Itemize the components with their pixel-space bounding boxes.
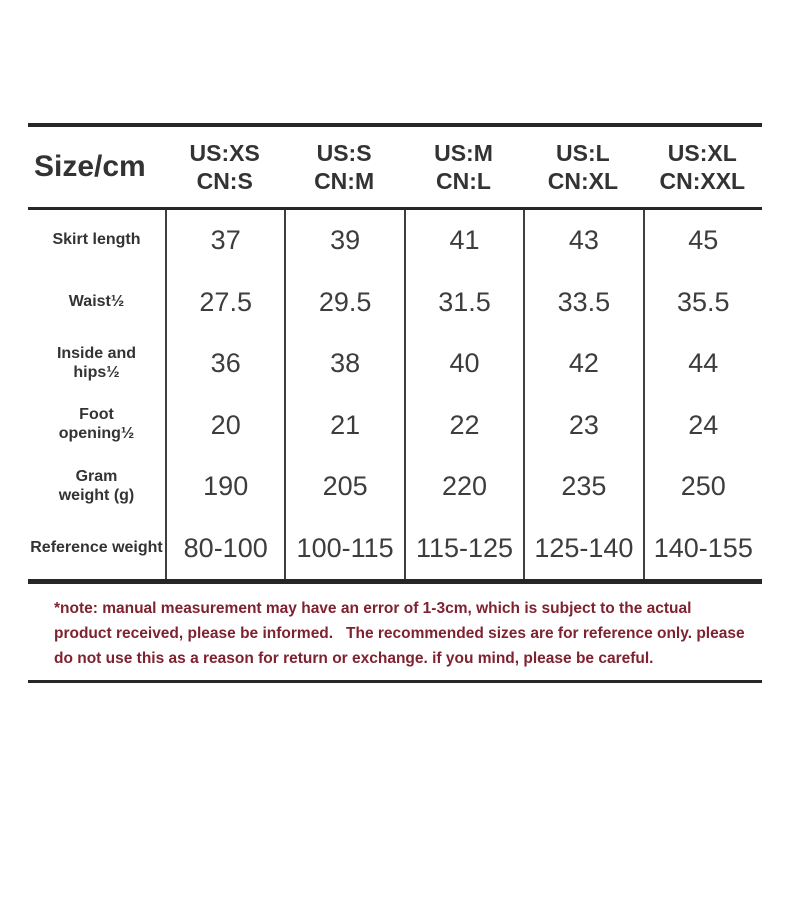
- column-header-cn-size: CN:XXL: [659, 168, 746, 194]
- cell-reference-weight-s: 100-115: [284, 517, 403, 579]
- row-label-gram-weight: Gram weight (g): [58, 467, 135, 504]
- cell-waist-xs: 27.5: [165, 271, 284, 333]
- column-header-xs: US:XS CN:S: [165, 139, 284, 195]
- cell-foot-opening-l: 23: [523, 394, 642, 456]
- cell-foot-opening-s: 21: [284, 394, 403, 456]
- column-header-cn-size: CN:S: [196, 168, 253, 194]
- cell-gram-weight-xs: 190: [165, 456, 284, 518]
- column-header-us-size: US:M: [434, 139, 493, 166]
- column-header-s: US:S CN:M: [284, 139, 403, 195]
- cell-gram-weight-xl: 250: [642, 456, 762, 518]
- row-label-reference-weight: Reference weight: [30, 538, 163, 556]
- column-header-cn-size: CN:M: [314, 168, 375, 194]
- cell-skirt-length-xl: 45: [642, 210, 762, 272]
- table-corner-label: Size/cm: [34, 150, 146, 183]
- cell-skirt-length-m: 41: [403, 210, 523, 272]
- cell-hips-m: 40: [403, 333, 523, 395]
- cell-waist-l: 33.5: [523, 271, 642, 333]
- column-header-m: US:M CN:L: [404, 139, 523, 195]
- cell-hips-s: 38: [284, 333, 403, 395]
- cell-reference-weight-xs: 80-100: [165, 517, 284, 579]
- cell-reference-weight-xl: 140-155: [642, 517, 762, 579]
- note-block: *note: manual measurement may have an er…: [28, 584, 762, 683]
- size-table-header-row: Size/cm US:XS CN:S US:S CN:M US:M CN:L U…: [28, 127, 762, 210]
- column-header-us-size: US:L: [556, 139, 610, 166]
- cell-reference-weight-m: 115-125: [403, 517, 523, 579]
- column-header-l: US:L CN:XL: [523, 139, 642, 195]
- measurement-disclaimer-note: *note: manual measurement may have an er…: [54, 600, 745, 667]
- cell-skirt-length-s: 39: [284, 210, 403, 272]
- cell-gram-weight-l: 235: [523, 456, 642, 518]
- size-chart-sheet: Size/cm US:XS CN:S US:S CN:M US:M CN:L U…: [0, 123, 790, 913]
- row-label-inside-and-hips: Inside and hips½: [56, 344, 137, 381]
- cell-waist-xl: 35.5: [642, 271, 762, 333]
- column-header-us-size: US:S: [316, 139, 372, 166]
- cell-waist-m: 31.5: [403, 271, 523, 333]
- row-label-foot-opening: Foot opening½: [58, 406, 135, 443]
- cell-hips-xl: 44: [642, 333, 762, 395]
- cell-skirt-length-xs: 37: [165, 210, 284, 272]
- size-table: Size/cm US:XS CN:S US:S CN:M US:M CN:L U…: [28, 123, 762, 584]
- column-header-us-size: US:XL: [667, 139, 737, 166]
- column-header-cn-size: CN:L: [436, 168, 491, 194]
- cell-foot-opening-xl: 24: [642, 394, 762, 456]
- cell-reference-weight-l: 125-140: [523, 517, 642, 579]
- cell-skirt-length-l: 43: [523, 210, 642, 272]
- cell-hips-xs: 36: [165, 333, 284, 395]
- size-table-body: Skirt length 37 39 41 43 45 Waist½ 27.5 …: [28, 210, 762, 584]
- cell-gram-weight-m: 220: [403, 456, 523, 518]
- cell-hips-l: 42: [523, 333, 642, 395]
- column-header-xl: US:XL CN:XXL: [643, 139, 762, 195]
- column-header-cn-size: CN:XL: [547, 168, 619, 194]
- cell-waist-s: 29.5: [284, 271, 403, 333]
- row-label-waist: Waist½: [68, 292, 125, 310]
- cell-foot-opening-m: 22: [403, 394, 523, 456]
- row-label-skirt-length: Skirt length: [52, 231, 141, 249]
- cell-gram-weight-s: 205: [284, 456, 403, 518]
- column-header-us-size: US:XS: [189, 139, 260, 166]
- cell-foot-opening-xs: 20: [165, 394, 284, 456]
